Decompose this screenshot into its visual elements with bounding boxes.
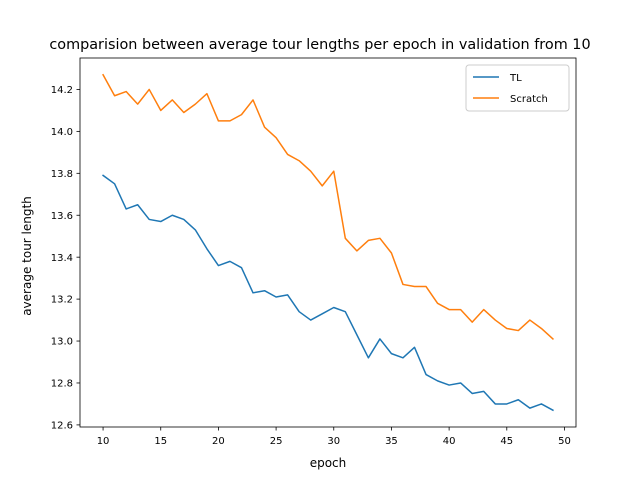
y-tick-label: 12.8 [51, 379, 73, 390]
y-axis-label: average tour length [20, 196, 34, 316]
y-tick-label: 13.6 [51, 211, 73, 222]
axes-frame [79, 57, 577, 428]
x-tick-label: 40 [443, 436, 456, 447]
x-tick-label: 45 [500, 436, 513, 447]
x-tick-label: 20 [212, 436, 225, 447]
y-tick-label: 13.2 [51, 295, 73, 306]
x-tick-label: 10 [97, 436, 110, 447]
legend-label-scratch: Scratch [510, 94, 548, 105]
x-tick-label: 15 [154, 436, 167, 447]
y-tick-label: 13.0 [51, 337, 73, 348]
legend-label-tl: TL [509, 73, 522, 84]
y-tick-label: 12.6 [51, 421, 73, 432]
series-line-tl [102, 174, 554, 412]
y-tick-label: 13.4 [51, 253, 73, 264]
y-tick-label: 14.2 [51, 85, 73, 96]
x-axis-label: epoch [310, 456, 347, 470]
legend: TL Scratch [465, 64, 570, 112]
y-tick-label: 13.8 [51, 169, 73, 180]
x-tick-label: 30 [327, 436, 340, 447]
x-tick-label: 25 [270, 436, 283, 447]
y-tick-label: 14.0 [51, 127, 73, 138]
series-line-scratch [102, 73, 554, 340]
x-tick-label: 50 [558, 436, 571, 447]
x-tick-label: 35 [385, 436, 398, 447]
plot-area: 10 15 20 25 30 35 40 45 50 12.6 12.8 13.0 13.2 13.4 13… [51, 57, 577, 447]
chart-title: comparision between average tour lengths… [49, 37, 590, 53]
